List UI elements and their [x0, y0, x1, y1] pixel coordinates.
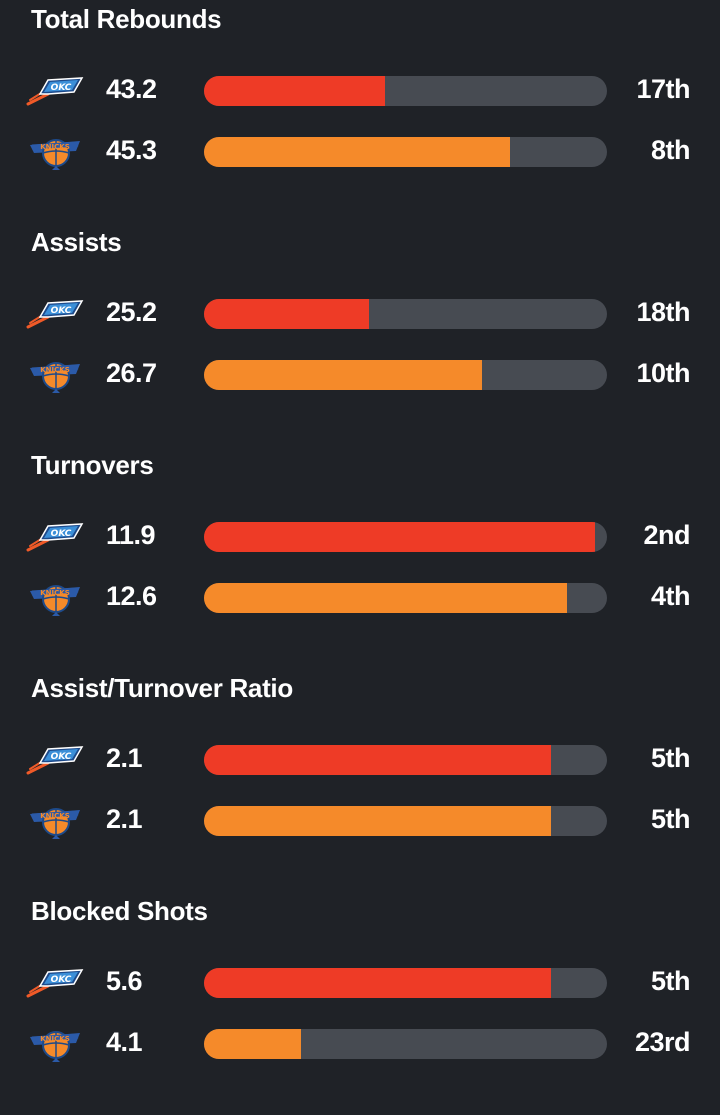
team-stat-row-nyk: 26.7 10th	[0, 354, 720, 394]
team-stat-row-nyk: 12.6 4th	[0, 577, 720, 617]
okc-thunder-logo-icon	[26, 70, 84, 110]
stat-bar-track	[204, 583, 607, 613]
league-rank: 5th	[651, 804, 691, 834]
team-stat-row-okc: 25.2 18th	[0, 293, 720, 333]
stat-bar-track	[204, 137, 607, 167]
stat-section: Turnovers 11.9 2nd 12.6 4th	[0, 446, 720, 669]
section-title: Assist/Turnover Ratio	[31, 673, 293, 703]
stat-bar-fill	[204, 806, 551, 836]
stat-value: 2.1	[106, 804, 143, 834]
stat-bar-fill	[204, 360, 483, 390]
okc-thunder-logo-icon	[26, 516, 84, 556]
stat-bar-track	[204, 299, 607, 329]
team-stat-row-nyk: 4.1 23rd	[0, 1023, 720, 1063]
league-rank: 8th	[651, 135, 691, 165]
stat-bar-track	[204, 745, 607, 775]
stat-bar-fill	[204, 968, 551, 998]
league-rank: 10th	[636, 358, 690, 388]
ny-knicks-logo-icon	[26, 1023, 84, 1063]
section-title: Assists	[31, 227, 122, 257]
ny-knicks-logo-icon	[26, 131, 84, 171]
league-rank: 2nd	[643, 520, 690, 550]
league-rank: 5th	[651, 966, 691, 996]
stat-bar-track	[204, 522, 607, 552]
stat-value: 2.1	[106, 743, 143, 773]
team-stat-row-nyk: 2.1 5th	[0, 800, 720, 840]
stat-value: 43.2	[106, 74, 157, 104]
stat-bar-track	[204, 806, 607, 836]
stat-section: Assists 25.2 18th 26.7 10th	[0, 223, 720, 446]
stat-value: 4.1	[106, 1027, 143, 1057]
stat-value: 26.7	[106, 358, 157, 388]
stat-value: 25.2	[106, 297, 157, 327]
team-stat-row-okc: 5.6 5th	[0, 962, 720, 1002]
section-title: Total Rebounds	[31, 4, 222, 34]
stat-bar-fill	[204, 522, 595, 552]
ny-knicks-logo-icon	[26, 577, 84, 617]
stat-bar-fill	[204, 76, 386, 106]
stat-bar-track	[204, 76, 607, 106]
okc-thunder-logo-icon	[26, 739, 84, 779]
okc-thunder-logo-icon	[26, 962, 84, 1002]
league-rank: 17th	[636, 74, 690, 104]
stat-value: 45.3	[106, 135, 157, 165]
stat-bar-track	[204, 1029, 607, 1059]
league-rank: 4th	[651, 581, 691, 611]
team-stat-row-nyk: 45.3 8th	[0, 131, 720, 171]
stat-bar-fill	[204, 745, 551, 775]
stat-section: Total Rebounds 43.2 17th 45.3 8th	[0, 0, 720, 223]
stat-value: 5.6	[106, 966, 143, 996]
ny-knicks-logo-icon	[26, 354, 84, 394]
stat-section: Assist/Turnover Ratio 2.1 5th 2.1 5th	[0, 669, 720, 892]
section-title: Blocked Shots	[31, 896, 208, 926]
okc-thunder-logo-icon	[26, 293, 84, 333]
league-rank: 23rd	[634, 1027, 691, 1057]
team-stat-row-okc: 2.1 5th	[0, 739, 720, 779]
stat-bar-fill	[204, 299, 370, 329]
ny-knicks-logo-icon	[26, 800, 84, 840]
stat-bar-fill	[204, 583, 567, 613]
team-stat-row-okc: 43.2 17th	[0, 70, 720, 110]
stat-value: 12.6	[106, 581, 157, 611]
stat-bar-fill	[204, 137, 511, 167]
league-rank: 5th	[651, 743, 691, 773]
team-stat-row-okc: 11.9 2nd	[0, 516, 720, 556]
league-rank: 18th	[636, 297, 690, 327]
stat-value: 11.9	[106, 520, 156, 550]
stat-bar-track	[204, 968, 607, 998]
stat-bar-fill	[204, 1029, 301, 1059]
stat-bar-track	[204, 360, 607, 390]
stat-section: Blocked Shots 5.6 5th 4.1 23rd	[0, 892, 720, 1115]
section-title: Turnovers	[31, 450, 154, 480]
